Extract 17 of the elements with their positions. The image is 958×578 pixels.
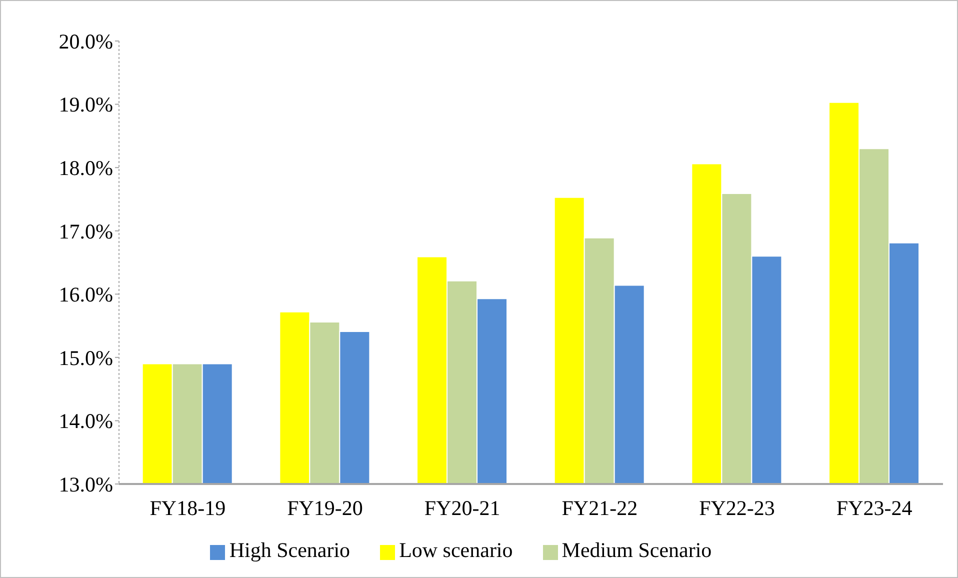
y-tick-label: 13.0% — [58, 472, 113, 496]
y-tick-label: 20.0% — [58, 29, 113, 54]
x-tick-label: FY18-19 — [150, 496, 226, 520]
x-tick-label: FY20-21 — [424, 496, 500, 520]
x-tick-label: FY22-23 — [699, 496, 775, 520]
x-tick-label: FY21-22 — [562, 496, 638, 520]
y-tick-label: 14.0% — [58, 409, 113, 434]
x-tick-label: FY23-24 — [836, 496, 913, 520]
legend-label: Medium Scenario — [562, 538, 712, 562]
legend-label: High Scenario — [229, 538, 350, 562]
y-tick-label: 19.0% — [58, 92, 113, 117]
legend-label: Low scenario — [399, 538, 513, 562]
y-tick-label: 15.0% — [58, 346, 113, 370]
y-tick-label: 16.0% — [58, 282, 113, 307]
y-tick-label: 17.0% — [58, 219, 113, 244]
x-tick-label: FY19-20 — [287, 496, 363, 520]
y-tick-label: 18.0% — [58, 156, 113, 180]
